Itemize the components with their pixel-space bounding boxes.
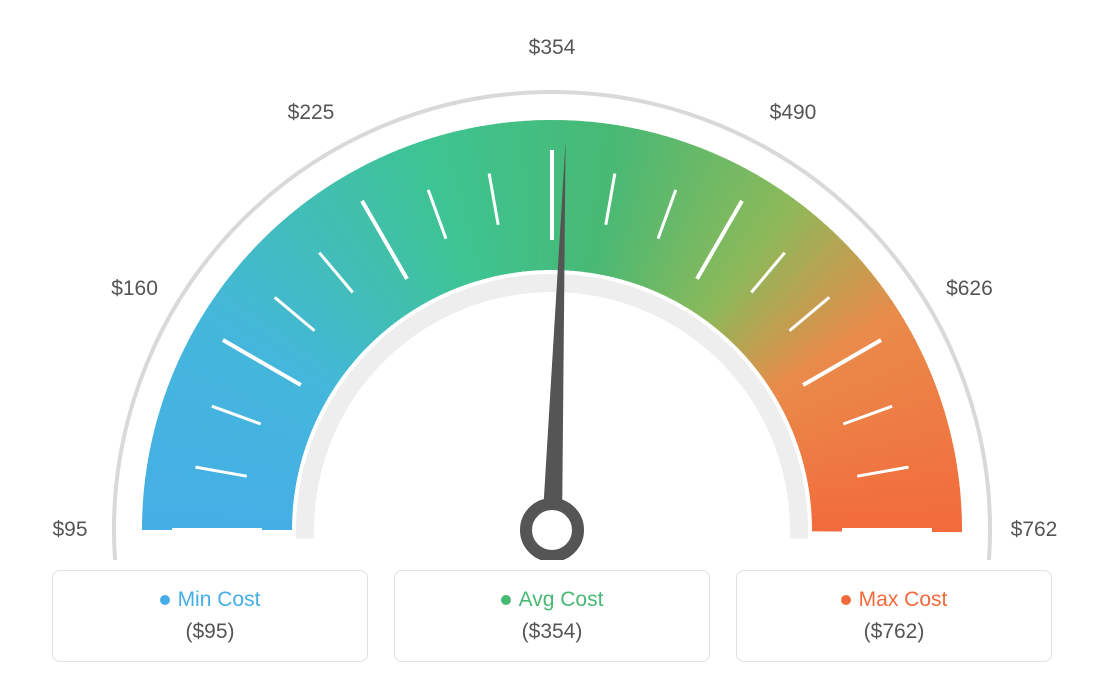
legend-card-min: Min Cost ($95)	[52, 570, 368, 662]
legend-value-max: ($762)	[864, 620, 925, 644]
legend-card-max: Max Cost ($762)	[736, 570, 1052, 662]
gauge-svg	[0, 0, 1104, 560]
cost-gauge: $95 $160 $225 $354 $490 $626 $762	[0, 0, 1104, 560]
gauge-tick-label: $95	[52, 518, 87, 542]
legend-value-avg: ($354)	[522, 620, 583, 644]
legend-card-avg: Avg Cost ($354)	[394, 570, 710, 662]
legend-row: Min Cost ($95) Avg Cost ($354) Max Cost …	[0, 570, 1104, 662]
gauge-tick-label: $762	[1011, 518, 1058, 542]
gauge-tick-label: $160	[111, 277, 158, 301]
gauge-tick-label: $490	[770, 101, 817, 125]
dot-max	[841, 595, 851, 605]
legend-label-avg: Avg Cost	[519, 588, 604, 612]
dot-avg	[501, 595, 511, 605]
legend-label-max: Max Cost	[859, 588, 948, 612]
legend-label-min: Min Cost	[178, 588, 261, 612]
gauge-tick-label: $626	[946, 277, 993, 301]
gauge-tick-label: $225	[288, 101, 335, 125]
gauge-tick-label: $354	[529, 36, 576, 60]
legend-value-min: ($95)	[185, 620, 234, 644]
dot-min	[160, 595, 170, 605]
